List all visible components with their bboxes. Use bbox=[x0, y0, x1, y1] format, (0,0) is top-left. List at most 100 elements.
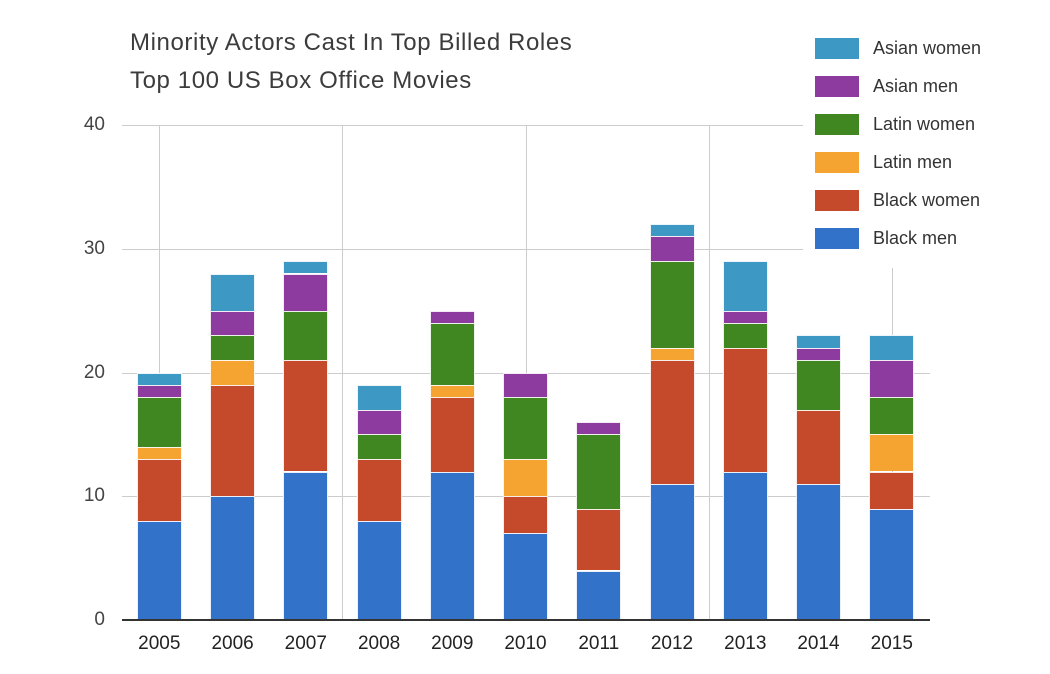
bar-2010-latin-women bbox=[503, 397, 548, 460]
bar-2012-asian-men bbox=[649, 236, 695, 262]
legend-item-asian-women: Asian women bbox=[815, 38, 981, 59]
legend-swatch-latin-men bbox=[815, 152, 859, 173]
bar-2014-black-women bbox=[796, 409, 841, 484]
bar-2015-latin-women bbox=[869, 397, 915, 435]
legend-label-asian-women: Asian women bbox=[873, 38, 982, 58]
bar-2010-asian-men bbox=[503, 372, 548, 398]
legend-swatch-asian-women bbox=[815, 38, 859, 59]
bar-2007-asian-men bbox=[283, 273, 329, 311]
bar-2014-asian-men bbox=[796, 347, 841, 361]
bar-2008-black-men bbox=[356, 521, 402, 620]
chart-title-line1: Minority Actors Cast In Top Billed Roles bbox=[130, 29, 573, 56]
bar-2005-black-men bbox=[136, 521, 182, 620]
legend-label-black-women: Black women bbox=[873, 190, 981, 210]
x-tick-label-2013: 2013 bbox=[724, 633, 767, 654]
bar-2009-latin-men bbox=[429, 384, 475, 398]
bar-2014-black-men bbox=[796, 483, 841, 620]
x-tick-label-2015: 2015 bbox=[870, 633, 913, 654]
bar-2005-black-women bbox=[136, 459, 182, 521]
legend-label-latin-men: Latin men bbox=[873, 152, 953, 172]
legend-item-asian-men: Asian men bbox=[815, 76, 981, 97]
legend-swatch-latin-women bbox=[815, 114, 859, 135]
y-tick-label-20: 20 bbox=[83, 361, 105, 383]
chart-title: Minority Actors Cast In Top Billed Roles… bbox=[130, 24, 572, 100]
bar-2005-latin-women bbox=[136, 397, 182, 447]
bar-2010-latin-men bbox=[503, 459, 548, 497]
bar-2013-black-men bbox=[722, 471, 768, 620]
bar-2006-latin-men bbox=[210, 360, 256, 385]
x-axis-line bbox=[122, 619, 930, 621]
bar-2006-black-women bbox=[210, 384, 256, 497]
bar-2012-black-men bbox=[649, 483, 695, 620]
x-tick-label-2012: 2012 bbox=[650, 633, 694, 654]
bar-2013-asian-women bbox=[722, 261, 768, 311]
x-tick-label-2008: 2008 bbox=[357, 633, 401, 654]
legend-swatch-black-women bbox=[815, 190, 859, 211]
y-tick-label-30: 30 bbox=[83, 237, 105, 259]
bar-2007-latin-women bbox=[283, 310, 329, 361]
bar-2008-latin-women bbox=[356, 434, 402, 460]
legend-label-black-men: Black men bbox=[873, 228, 958, 248]
bar-2006-asian-women bbox=[210, 273, 256, 311]
bar-2006-asian-men bbox=[210, 310, 256, 336]
bar-2009-black-women bbox=[429, 397, 475, 472]
bar-2009-latin-women bbox=[429, 323, 475, 385]
bar-2015-asian-women bbox=[869, 335, 915, 361]
legend-label-latin-women: Latin women bbox=[873, 114, 976, 134]
x-tick-label-2006: 2006 bbox=[211, 633, 254, 654]
bar-2008-asian-women bbox=[356, 384, 402, 410]
legend-item-latin-men: Latin men bbox=[815, 152, 981, 173]
legend-item-black-women: Black women bbox=[815, 190, 981, 211]
bar-2011-latin-women bbox=[576, 434, 622, 509]
bar-2010-black-men bbox=[503, 533, 548, 620]
legend-item-black-men: Black men bbox=[815, 228, 981, 249]
bar-2012-asian-women bbox=[649, 224, 695, 237]
bar-2010-black-women bbox=[503, 496, 548, 534]
legend-swatch-asian-men bbox=[815, 76, 859, 97]
chart-title-line2: Top 100 US Box Office Movies bbox=[130, 67, 472, 94]
x-tick-label-2009: 2009 bbox=[431, 633, 474, 654]
bar-2013-asian-men bbox=[722, 310, 768, 323]
x-tick-label-2010: 2010 bbox=[504, 633, 547, 654]
bar-2015-black-women bbox=[869, 471, 915, 509]
bar-2011-black-women bbox=[576, 508, 622, 571]
bar-2006-latin-women bbox=[210, 335, 256, 361]
bar-2013-latin-women bbox=[722, 323, 768, 348]
legend-label-asian-men: Asian men bbox=[873, 76, 959, 96]
bar-2015-asian-men bbox=[869, 360, 915, 398]
bar-2005-asian-men bbox=[136, 384, 182, 398]
y-tick-label-10: 10 bbox=[83, 485, 105, 507]
bar-2014-asian-women bbox=[796, 335, 841, 348]
y-tick-label-40: 40 bbox=[83, 114, 105, 135]
bar-2006-black-men bbox=[210, 496, 256, 621]
bar-2007-black-women bbox=[283, 360, 329, 472]
bar-2005-asian-women bbox=[136, 372, 182, 385]
x-tick-label-2011: 2011 bbox=[578, 633, 620, 654]
bar-2007-asian-women bbox=[283, 261, 329, 274]
bar-2012-latin-men bbox=[649, 347, 695, 361]
bar-2007-black-men bbox=[283, 471, 329, 620]
bar-2009-asian-men bbox=[429, 310, 475, 323]
bar-2013-black-women bbox=[722, 347, 768, 472]
bar-2015-black-men bbox=[869, 508, 915, 620]
legend-item-latin-women: Latin women bbox=[815, 114, 981, 135]
gridline-y-40 bbox=[122, 125, 930, 126]
bar-2014-latin-women bbox=[796, 360, 841, 410]
legend-swatch-black-men bbox=[815, 228, 859, 249]
x-tick-label-2005: 2005 bbox=[138, 633, 181, 654]
bar-2015-latin-men bbox=[869, 434, 915, 472]
bar-2011-asian-men bbox=[576, 422, 622, 435]
bar-2008-asian-men bbox=[356, 409, 402, 435]
legend: Asian women Asian men Latin women Latin men… bbox=[803, 27, 996, 268]
x-tick-label-2007: 2007 bbox=[284, 633, 327, 654]
gridline-y-30 bbox=[122, 248, 930, 250]
bar-2012-black-women bbox=[649, 360, 695, 484]
bar-2011-black-men bbox=[576, 570, 622, 620]
y-tick-label-0: 0 bbox=[94, 609, 105, 630]
x-tick-label-2014: 2014 bbox=[797, 633, 840, 654]
bar-2012-latin-women bbox=[649, 261, 695, 348]
bar-2005-latin-men bbox=[136, 446, 182, 460]
bar-2009-black-men bbox=[429, 471, 475, 620]
bar-2008-black-women bbox=[356, 459, 402, 521]
